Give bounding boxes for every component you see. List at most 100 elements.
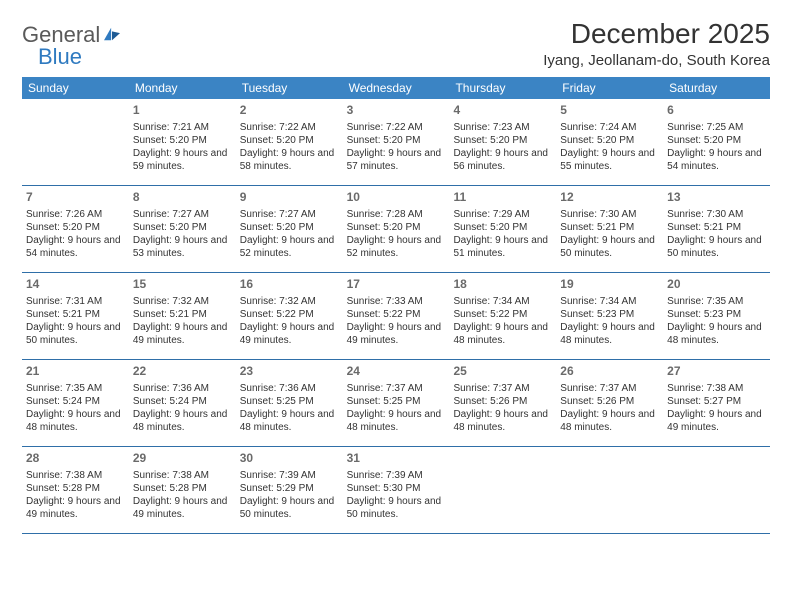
day-daylight: Daylight: 9 hours and 49 minutes.	[667, 408, 766, 434]
day-sunset: Sunset: 5:20 PM	[347, 134, 446, 147]
day-cell	[22, 99, 129, 185]
day-sunrise: Sunrise: 7:35 AM	[667, 295, 766, 308]
day-number: 16	[240, 277, 339, 293]
day-cell: 10Sunrise: 7:28 AMSunset: 5:20 PMDayligh…	[343, 186, 450, 272]
day-cell: 2Sunrise: 7:22 AMSunset: 5:20 PMDaylight…	[236, 99, 343, 185]
day-daylight: Daylight: 9 hours and 49 minutes.	[133, 495, 232, 521]
day-daylight: Daylight: 9 hours and 50 minutes.	[240, 495, 339, 521]
day-sunrise: Sunrise: 7:28 AM	[347, 208, 446, 221]
day-sunrise: Sunrise: 7:27 AM	[133, 208, 232, 221]
day-sunrise: Sunrise: 7:27 AM	[240, 208, 339, 221]
day-sunset: Sunset: 5:28 PM	[26, 482, 125, 495]
day-cell: 31Sunrise: 7:39 AMSunset: 5:30 PMDayligh…	[343, 447, 450, 533]
day-sunrise: Sunrise: 7:33 AM	[347, 295, 446, 308]
day-sunset: Sunset: 5:20 PM	[240, 134, 339, 147]
day-cell: 18Sunrise: 7:34 AMSunset: 5:22 PMDayligh…	[449, 273, 556, 359]
day-cell: 7Sunrise: 7:26 AMSunset: 5:20 PMDaylight…	[22, 186, 129, 272]
day-sunrise: Sunrise: 7:38 AM	[667, 382, 766, 395]
sail-icon	[102, 24, 122, 46]
day-number: 3	[347, 103, 446, 119]
day-sunset: Sunset: 5:25 PM	[240, 395, 339, 408]
week-row: 1Sunrise: 7:21 AMSunset: 5:20 PMDaylight…	[22, 99, 770, 186]
day-daylight: Daylight: 9 hours and 54 minutes.	[667, 147, 766, 173]
day-daylight: Daylight: 9 hours and 49 minutes.	[240, 321, 339, 347]
calendar: SundayMondayTuesdayWednesdayThursdayFrid…	[22, 77, 770, 534]
day-cell: 29 Sunrise: 7:38 AMSunset: 5:28 PMDayligh…	[129, 447, 236, 533]
logo-text-blue: Blue	[38, 46, 122, 68]
day-sunset: Sunset: 5:25 PM	[347, 395, 446, 408]
day-cell: 14Sunrise: 7:31 AMSunset: 5:21 PMDayligh…	[22, 273, 129, 359]
day-cell: 19 Sunrise: 7:34 AMSunset: 5:23 PMDayligh…	[556, 273, 663, 359]
day-sunrise: Sunrise: 7:38 AM	[26, 469, 125, 482]
day-cell: 12Sunrise: 7:30 AMSunset: 5:21 PMDayligh…	[556, 186, 663, 272]
day-sunrise: Sunrise: 7:38 AM	[133, 469, 232, 482]
location-text: Iyang, Jeollanam-do, South Korea	[543, 52, 770, 69]
day-sunrise: Sunrise: 7:37 AM	[453, 382, 552, 395]
day-number: 6	[667, 103, 766, 119]
logo-text-general: General	[22, 24, 100, 46]
day-number: 26	[560, 364, 659, 380]
day-cell	[449, 447, 556, 533]
day-cell: 27 Sunrise: 7:38 AMSunset: 5:27 PMDayligh…	[663, 360, 770, 446]
weeks-container: 1Sunrise: 7:21 AMSunset: 5:20 PMDaylight…	[22, 99, 770, 534]
day-number: 15	[133, 277, 232, 293]
day-daylight: Daylight: 9 hours and 52 minutes.	[347, 234, 446, 260]
day-number: 19	[560, 277, 659, 293]
day-cell: 8Sunrise: 7:27 AMSunset: 5:20 PMDaylight…	[129, 186, 236, 272]
header: GeneralBlue December 2025 Iyang, Jeollan…	[22, 18, 770, 69]
day-cell: 4Sunrise: 7:23 AMSunset: 5:20 PMDaylight…	[449, 99, 556, 185]
day-number: 20	[667, 277, 766, 293]
day-daylight: Daylight: 9 hours and 48 minutes.	[560, 408, 659, 434]
day-cell: 1Sunrise: 7:21 AMSunset: 5:20 PMDaylight…	[129, 99, 236, 185]
day-sunrise: Sunrise: 7:35 AM	[26, 382, 125, 395]
week-row: 28Sunrise: 7:38 AMSunset: 5:28 PMDayligh…	[22, 447, 770, 534]
day-daylight: Daylight: 9 hours and 48 minutes.	[560, 321, 659, 347]
day-cell: 16Sunrise: 7:32 AMSunset: 5:22 PMDayligh…	[236, 273, 343, 359]
day-daylight: Daylight: 9 hours and 56 minutes.	[453, 147, 552, 173]
day-sunrise: Sunrise: 7:21 AM	[133, 121, 232, 134]
day-sunrise: Sunrise: 7:24 AM	[560, 121, 659, 134]
day-sunrise: Sunrise: 7:39 AM	[347, 469, 446, 482]
weekday-header-row: SundayMondayTuesdayWednesdayThursdayFrid…	[22, 77, 770, 99]
day-daylight: Daylight: 9 hours and 48 minutes.	[240, 408, 339, 434]
day-number: 8	[133, 190, 232, 206]
day-sunset: Sunset: 5:20 PM	[26, 221, 125, 234]
day-number: 27	[667, 364, 766, 380]
day-sunset: Sunset: 5:27 PM	[667, 395, 766, 408]
day-daylight: Daylight: 9 hours and 49 minutes.	[347, 321, 446, 347]
day-cell	[556, 447, 663, 533]
day-sunrise: Sunrise: 7:29 AM	[453, 208, 552, 221]
day-sunset: Sunset: 5:20 PM	[453, 134, 552, 147]
day-sunset: Sunset: 5:24 PM	[133, 395, 232, 408]
day-sunset: Sunset: 5:28 PM	[133, 482, 232, 495]
day-sunrise: Sunrise: 7:37 AM	[560, 382, 659, 395]
day-cell: 30Sunrise: 7:39 AMSunset: 5:29 PMDayligh…	[236, 447, 343, 533]
day-sunset: Sunset: 5:24 PM	[26, 395, 125, 408]
day-sunset: Sunset: 5:21 PM	[133, 308, 232, 321]
day-number: 10	[347, 190, 446, 206]
day-sunset: Sunset: 5:26 PM	[453, 395, 552, 408]
day-number: 29	[133, 451, 232, 467]
day-number: 2	[240, 103, 339, 119]
day-number: 7	[26, 190, 125, 206]
day-cell: 20Sunrise: 7:35 AMSunset: 5:23 PMDayligh…	[663, 273, 770, 359]
day-daylight: Daylight: 9 hours and 52 minutes.	[240, 234, 339, 260]
day-number: 12	[560, 190, 659, 206]
day-daylight: Daylight: 9 hours and 57 minutes.	[347, 147, 446, 173]
weekday-header: Monday	[129, 77, 236, 99]
day-sunrise: Sunrise: 7:34 AM	[453, 295, 552, 308]
day-daylight: Daylight: 9 hours and 59 minutes.	[133, 147, 232, 173]
day-sunset: Sunset: 5:20 PM	[240, 221, 339, 234]
day-number: 11	[453, 190, 552, 206]
weekday-header: Sunday	[22, 77, 129, 99]
day-sunset: Sunset: 5:20 PM	[453, 221, 552, 234]
day-sunrise: Sunrise: 7:31 AM	[26, 295, 125, 308]
day-daylight: Daylight: 9 hours and 48 minutes.	[667, 321, 766, 347]
day-sunset: Sunset: 5:21 PM	[26, 308, 125, 321]
day-daylight: Daylight: 9 hours and 48 minutes.	[347, 408, 446, 434]
day-sunrise: Sunrise: 7:34 AM	[560, 295, 659, 308]
day-sunrise: Sunrise: 7:25 AM	[667, 121, 766, 134]
day-sunset: Sunset: 5:26 PM	[560, 395, 659, 408]
day-number: 13	[667, 190, 766, 206]
day-sunset: Sunset: 5:23 PM	[560, 308, 659, 321]
